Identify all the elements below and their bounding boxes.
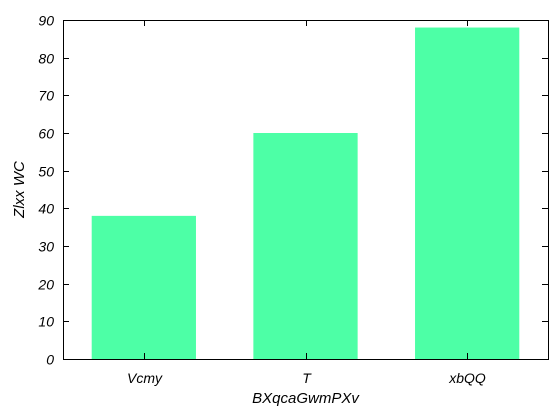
bar-xbqq — [415, 27, 520, 360]
y-tick-label: 90 — [38, 13, 54, 29]
bars-layer — [91, 27, 520, 360]
y-axis-ticks: 0 10 20 30 40 50 60 70 80 90 — [37, 13, 548, 368]
y-tick-label: 60 — [38, 126, 54, 142]
y-tick-label: 30 — [38, 239, 54, 255]
x-tick-label: T — [302, 370, 312, 386]
bar-t — [253, 133, 358, 359]
x-axis-title: BXqcaGwmPXv — [252, 390, 360, 407]
y-tick-label: 0 — [46, 352, 54, 368]
y-tick-label: 50 — [38, 164, 54, 180]
y-axis-title: Zlxx WC — [11, 161, 28, 219]
y-tick-label: 10 — [38, 314, 54, 330]
y-tick-label: 70 — [38, 88, 54, 104]
bar-vcmy — [91, 215, 196, 359]
x-tick-label: Vcmy — [127, 370, 163, 386]
y-tick-label: 40 — [38, 201, 54, 217]
x-tick-label: xbQQ — [448, 370, 486, 386]
y-tick-label: 20 — [37, 277, 54, 293]
y-tick-label: 80 — [38, 51, 54, 67]
